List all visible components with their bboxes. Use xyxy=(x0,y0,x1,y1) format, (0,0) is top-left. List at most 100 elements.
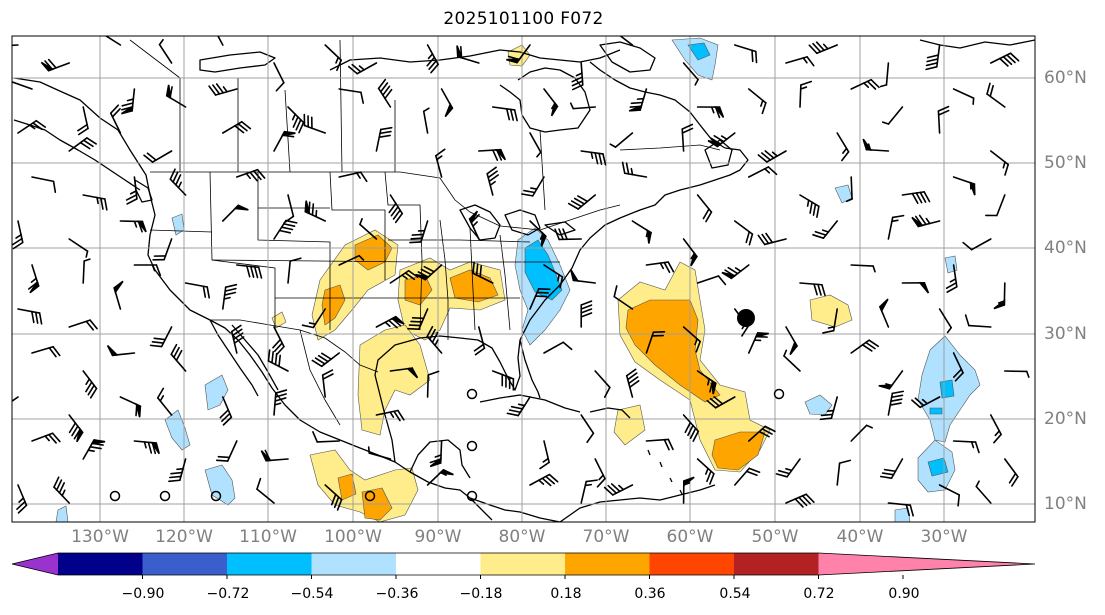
wind-barb xyxy=(539,440,550,470)
wind-barb xyxy=(156,387,173,416)
wind-barb xyxy=(747,425,776,442)
wind-barb xyxy=(375,126,393,152)
colorbar-tick-label: −0.54 xyxy=(290,586,334,602)
wind-barb xyxy=(273,62,285,92)
coastline-gulf xyxy=(374,335,521,463)
wind-barb xyxy=(521,176,545,197)
wind-barb xyxy=(230,324,245,354)
wind-barb xyxy=(208,83,238,96)
negative-anomaly-core xyxy=(687,42,711,61)
wind-barb xyxy=(938,308,953,334)
wind-barb xyxy=(260,449,289,462)
wind-barb xyxy=(273,219,298,240)
wind-barb xyxy=(27,264,40,294)
storm-center-marker xyxy=(737,309,755,327)
wind-barb xyxy=(287,257,302,284)
wind-barb xyxy=(388,194,404,224)
wind-barb xyxy=(707,132,736,148)
wind-barb xyxy=(506,44,531,64)
wind-barb xyxy=(681,123,694,152)
wind-barb xyxy=(184,282,211,299)
wind-barb xyxy=(31,345,61,358)
wind-barb xyxy=(68,414,84,443)
border-state xyxy=(257,172,331,330)
wind-barb xyxy=(121,88,136,115)
wind-barb xyxy=(887,390,905,416)
lat-label: 40°N xyxy=(1044,238,1087,258)
wind-barb xyxy=(256,477,275,504)
wind-barb xyxy=(217,36,224,46)
wind-barb xyxy=(491,370,515,391)
wind-barb xyxy=(881,106,904,125)
wind-barb xyxy=(952,88,975,105)
wind-barb xyxy=(491,106,518,122)
wind-barb xyxy=(911,396,941,409)
wind-barb xyxy=(696,458,715,485)
calm-wind-markers xyxy=(109,388,785,502)
wind-barb xyxy=(696,194,713,223)
wind-barb xyxy=(696,275,727,286)
wind-barb xyxy=(68,137,97,152)
wind-barb xyxy=(338,88,365,104)
wind-barb xyxy=(347,62,378,75)
wind-barb xyxy=(554,228,583,241)
wind-barb xyxy=(594,458,606,488)
wind-barb xyxy=(989,150,1009,176)
wind-barb xyxy=(273,130,296,152)
wind-barb xyxy=(613,285,634,310)
wind-barb xyxy=(901,281,930,294)
negative-anomaly-region xyxy=(55,505,69,522)
positive-anomaly-region xyxy=(809,294,853,328)
wind-barb xyxy=(785,493,815,508)
wind-barb xyxy=(850,339,880,354)
wind-barb xyxy=(529,132,542,158)
wind-barb xyxy=(733,467,761,486)
wind-barb xyxy=(287,106,305,134)
wind-barb xyxy=(168,458,187,483)
positive-anomaly-core xyxy=(321,284,346,326)
coastline-nw-arctic xyxy=(199,51,276,73)
wind-barb xyxy=(68,238,89,258)
wind-barb xyxy=(696,370,717,395)
wind-barb xyxy=(486,166,499,196)
lon-label: 120°W xyxy=(155,527,213,547)
wind-barb xyxy=(747,332,769,354)
positive-anomaly-region xyxy=(357,324,431,436)
wind-barb xyxy=(952,440,980,454)
coastline-south-america xyxy=(559,484,716,522)
wind-barb xyxy=(993,282,1006,310)
wind-barb xyxy=(119,396,142,418)
wind-barb xyxy=(733,44,758,64)
wind-barb xyxy=(625,368,640,398)
wind-barb xyxy=(426,370,440,398)
wind-barb xyxy=(311,352,341,368)
lon-label: 110°W xyxy=(239,527,297,547)
wind-barb xyxy=(645,330,666,354)
wind-barb xyxy=(603,483,634,496)
wind-barb xyxy=(747,166,778,178)
wind-barb xyxy=(594,370,611,398)
wind-barb xyxy=(321,369,334,398)
wind-barb xyxy=(143,150,173,163)
wind-barb xyxy=(82,439,106,460)
wind-barb xyxy=(149,326,173,348)
coastline-canada-west xyxy=(13,119,141,191)
coastline-labrador xyxy=(589,61,726,149)
border-canada-province xyxy=(179,39,546,211)
wind-barb xyxy=(12,44,19,47)
wind-barb xyxy=(31,432,61,444)
wind-barb xyxy=(152,238,173,261)
coastline-greenland xyxy=(919,39,1035,49)
wind-barb xyxy=(312,431,341,443)
calm-circle xyxy=(773,388,785,400)
wind-barb xyxy=(16,484,28,514)
map-title: 2025101100 F072 xyxy=(443,9,604,29)
wind-barb xyxy=(682,238,698,267)
wind-barb xyxy=(338,254,365,266)
coastline-baja xyxy=(209,319,259,397)
wind-barb xyxy=(733,220,754,246)
wind-barb xyxy=(986,82,1006,108)
wind-barb xyxy=(619,36,634,46)
wind-barb xyxy=(571,62,584,91)
wind-barb xyxy=(222,283,238,310)
